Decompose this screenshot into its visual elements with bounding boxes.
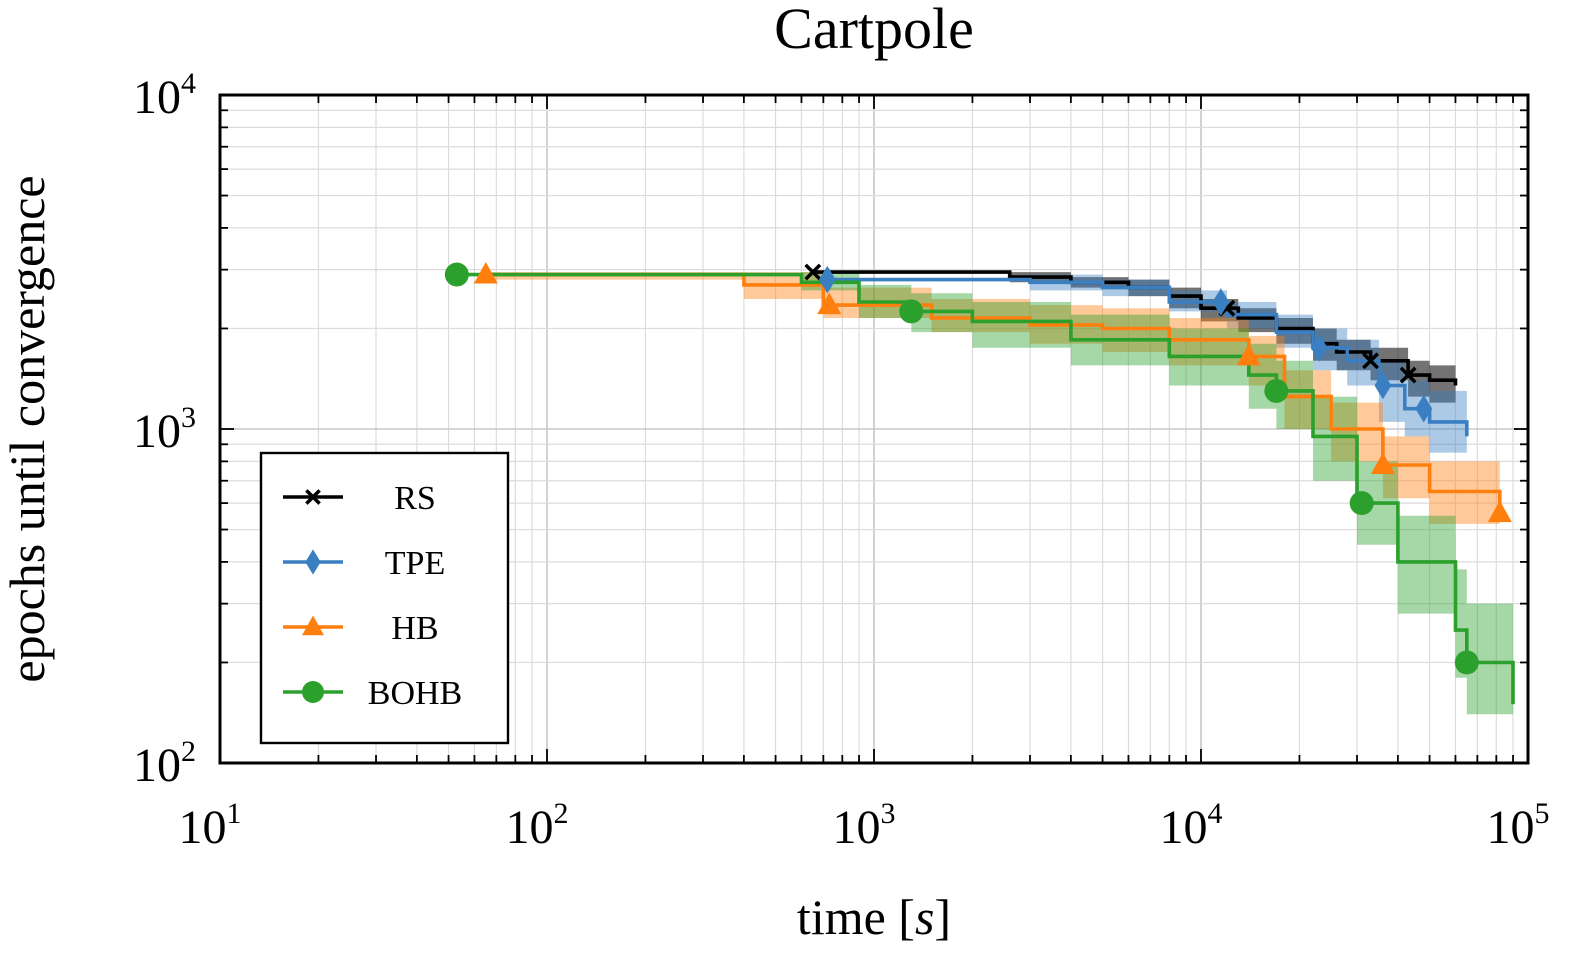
- legend: RS TPE HB BOHB: [259, 451, 510, 745]
- legend-label: HB: [391, 610, 438, 647]
- band-tpe: [827, 274, 1467, 462]
- y-axis-label: epochs until convergence: [0, 175, 55, 682]
- y-tick-label: 104: [133, 67, 196, 124]
- line-tpe: [827, 277, 1469, 437]
- chart-title: Cartpole: [774, 0, 974, 61]
- marker-hb: [473, 261, 498, 284]
- legend-box: [259, 451, 510, 745]
- legend-entry-tpe: TPE: [283, 545, 445, 582]
- marker-hb: [1487, 500, 1512, 523]
- y-tick-label: 103: [133, 401, 196, 458]
- legend-marker: [305, 489, 321, 505]
- line-rs: [812, 270, 1458, 386]
- x-tick-label: 102: [506, 797, 569, 854]
- marker-rs: [804, 263, 822, 281]
- marker-bohb: [1349, 491, 1374, 516]
- marker-bohb: [444, 262, 469, 287]
- band-bohb: [456, 272, 1513, 743]
- y-tick-labels: 102 103 104: [133, 67, 196, 792]
- marker-hb: [1236, 343, 1261, 366]
- marker-hb: [817, 292, 842, 315]
- marker-tpe: [1415, 394, 1433, 423]
- legend-marker: [302, 615, 324, 636]
- legend-label: TPE: [385, 545, 445, 582]
- marker-hb: [1370, 452, 1395, 475]
- x-tick-label: 104: [1160, 797, 1223, 854]
- legend-marker: [305, 549, 321, 575]
- x-tick-labels: 101 102 103 104 105: [179, 797, 1550, 854]
- legend-label: RS: [394, 480, 436, 517]
- y-tick-label: 102: [133, 735, 196, 792]
- legend-entry-rs: RS: [283, 480, 436, 517]
- marker-bohb: [899, 299, 924, 324]
- legend-label: BOHB: [368, 675, 462, 712]
- x-tick-label: 103: [833, 797, 896, 854]
- marker-tpe: [1310, 334, 1328, 362]
- marker-bohb: [1264, 378, 1289, 403]
- marker-bohb: [1454, 650, 1479, 675]
- x-tick-label: 105: [1487, 797, 1550, 854]
- marker-rs: [1399, 366, 1417, 384]
- legend-marker: [302, 681, 324, 703]
- legend-entry-bohb: BOHB: [283, 675, 462, 712]
- marker-tpe: [1374, 371, 1392, 400]
- legend-entry-hb: HB: [283, 610, 439, 647]
- series-markers: [444, 261, 1512, 675]
- marker-tpe: [818, 265, 836, 294]
- x-tick-label: 101: [179, 797, 242, 854]
- axis-ticks: [220, 95, 1528, 763]
- marker-rs: [1362, 352, 1379, 370]
- x-axis-label: time [s]: [797, 889, 951, 945]
- marker-tpe: [1212, 288, 1230, 316]
- band-rs: [812, 272, 1456, 409]
